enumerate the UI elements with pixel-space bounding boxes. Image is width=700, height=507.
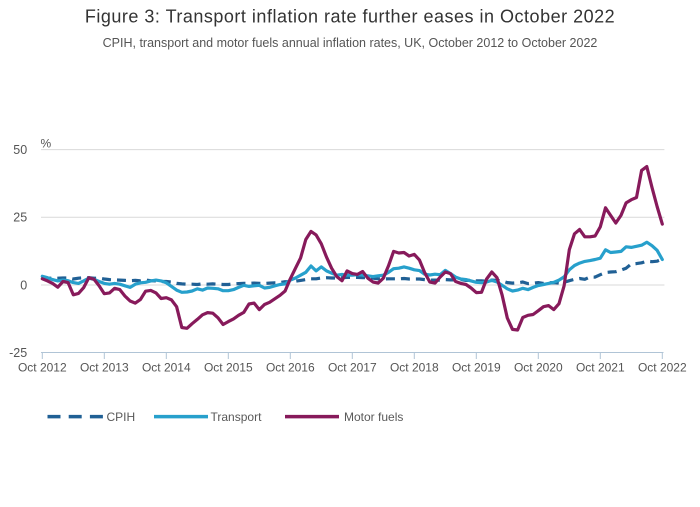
svg-text:Oct 2018: Oct 2018	[390, 361, 439, 375]
svg-text:Oct 2012: Oct 2012	[18, 361, 67, 375]
svg-text:Oct 2022: Oct 2022	[638, 361, 687, 375]
svg-text:Oct 2019: Oct 2019	[452, 361, 501, 375]
svg-text:25: 25	[13, 211, 27, 225]
svg-text:Oct 2021: Oct 2021	[576, 361, 625, 375]
svg-text:Oct 2014: Oct 2014	[142, 361, 191, 375]
svg-text:Oct 2015: Oct 2015	[204, 361, 253, 375]
svg-text:CPIH, transport and motor fuel: CPIH, transport and motor fuels annual i…	[103, 36, 598, 50]
svg-text:Oct 2013: Oct 2013	[80, 361, 129, 375]
svg-text:Motor fuels: Motor fuels	[344, 410, 403, 424]
svg-text:CPIH: CPIH	[107, 410, 136, 424]
svg-text:%: %	[41, 137, 52, 151]
svg-text:0: 0	[20, 278, 27, 292]
svg-text:Figure 3: Transport inflation: Figure 3: Transport inflation rate furth…	[85, 7, 615, 27]
svg-text:Oct 2017: Oct 2017	[328, 361, 377, 375]
svg-text:50: 50	[13, 143, 27, 157]
svg-text:Transport: Transport	[211, 410, 263, 424]
svg-text:Oct 2020: Oct 2020	[514, 361, 563, 375]
svg-text:Oct 2016: Oct 2016	[266, 361, 315, 375]
svg-text:-25: -25	[9, 346, 27, 360]
